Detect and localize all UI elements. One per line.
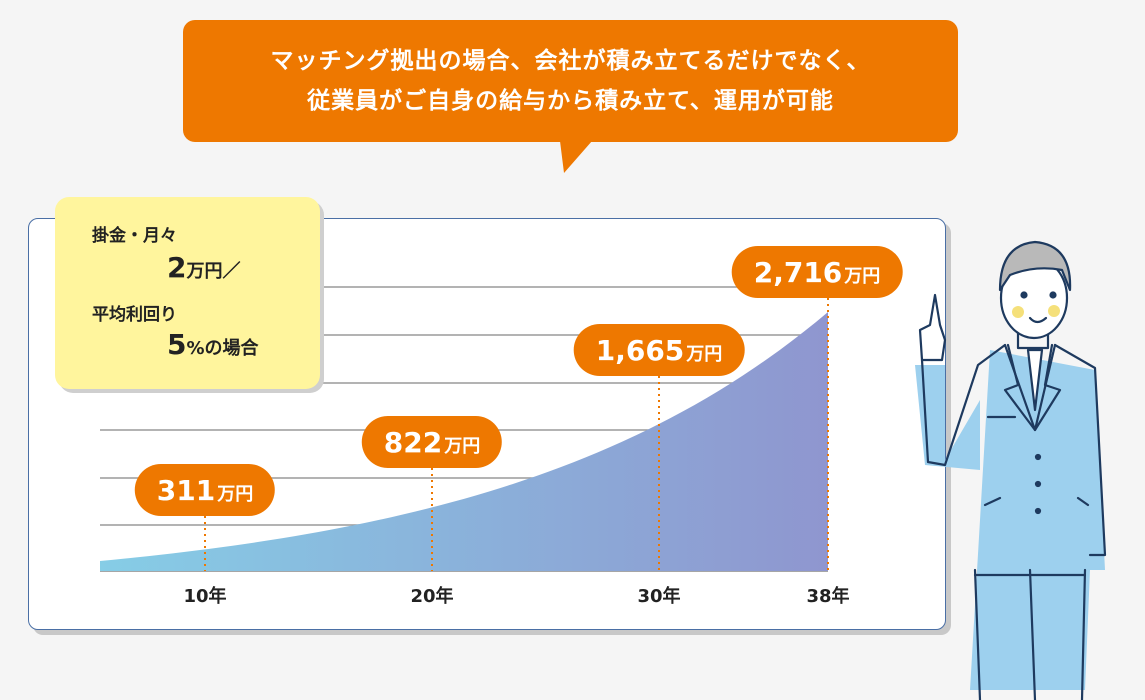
bubble-line-1: マッチング拠出の場合、会社が積み立てるだけでなく、 [270, 48, 871, 74]
note-contribution-value: 2万円／ [167, 251, 240, 284]
value-number: 1,665 [595, 333, 685, 367]
contribution-unit: 万円／ [186, 261, 241, 282]
contribution-number: 2 [167, 251, 187, 284]
x-tick-label: 10年 [183, 586, 227, 607]
value-label: 311 万円 [134, 464, 276, 516]
value-label: 2,716 万円 [731, 246, 903, 298]
value-unit: 万円 [444, 436, 481, 457]
note-yield-value: 5%の場合 [167, 328, 259, 361]
x-tick-label: 38年 [806, 586, 850, 607]
value-unit: 万円 [844, 266, 881, 287]
value-unit: 万円 [217, 484, 254, 505]
note-contribution-label: 掛金・月々 [92, 226, 177, 246]
yield-number: 5 [167, 328, 187, 361]
value-label: 822 万円 [361, 416, 503, 468]
x-tick-label: 20年 [410, 586, 454, 607]
note-yield-label: 平均利回り [92, 305, 177, 325]
area-series [100, 312, 828, 571]
speech-bubble: マッチング拠出の場合、会社が積み立てるだけでなく、 従業員がご自身の給与から積み… [183, 20, 958, 142]
speech-bubble-tail [560, 141, 592, 173]
value-unit: 万円 [686, 344, 723, 365]
value-number: 311 [156, 473, 216, 507]
value-label: 1,665 万円 [573, 324, 745, 376]
value-number: 822 [383, 425, 443, 459]
businessman-illustration [915, 240, 1107, 700]
conditions-note: 掛金・月々 2万円／ 平均利回り 5%の場合 [55, 197, 320, 389]
x-tick-label: 30年 [637, 586, 681, 607]
yield-unit: %の場合 [186, 338, 259, 359]
value-number: 2,716 [753, 255, 843, 289]
bubble-line-2: 従業員がご自身の給与から積み立て、運用が可能 [307, 88, 834, 114]
